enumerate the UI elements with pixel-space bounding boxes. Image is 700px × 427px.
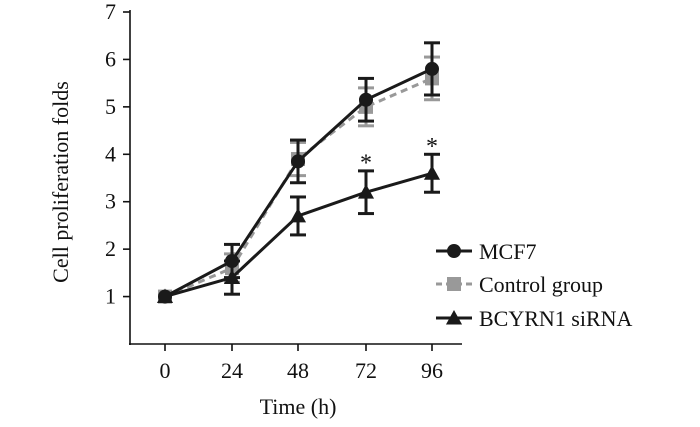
x-tick-label: 0 xyxy=(160,358,171,383)
data-point xyxy=(223,269,241,285)
y-tick-label: 6 xyxy=(105,46,116,71)
data-point xyxy=(156,288,174,304)
legend: MCF7 Control group BCYRN1 siRNA xyxy=(436,239,633,331)
y-tick-label: 3 xyxy=(105,189,116,214)
y-tick-label: 4 xyxy=(105,141,116,166)
x-tick-label: 72 xyxy=(355,358,377,383)
x-tick-label: 96 xyxy=(421,358,443,383)
annotations: ** xyxy=(360,134,438,177)
data-point xyxy=(357,184,375,199)
series-mcf7 xyxy=(158,41,440,304)
legend-marker xyxy=(447,277,461,291)
significance-marker: * xyxy=(360,151,372,177)
significance-marker: * xyxy=(426,134,438,160)
legend-label: Control group xyxy=(479,272,603,297)
data-point xyxy=(423,165,441,180)
legend-label: MCF7 xyxy=(479,239,536,264)
legend-item: BCYRN1 siRNA xyxy=(436,306,633,331)
series-line xyxy=(164,77,433,298)
series-layer xyxy=(156,41,441,304)
legend-item: Control group xyxy=(436,272,603,297)
x-tick-label: 48 xyxy=(287,358,309,383)
x-axis-title: Time (h) xyxy=(260,394,337,419)
legend-marker xyxy=(445,309,463,325)
legend-marker xyxy=(447,244,461,258)
x-tick-label: 24 xyxy=(221,358,243,383)
y-tick-label: 2 xyxy=(105,236,116,261)
data-point xyxy=(425,61,439,76)
y-tick-label: 5 xyxy=(105,94,116,119)
y-axis-title: Cell proliferation folds xyxy=(48,81,73,283)
legend-item: MCF7 xyxy=(436,239,536,264)
series-bcyrn1-sirna xyxy=(156,152,441,304)
y-tick-label: 1 xyxy=(105,284,116,309)
y-tick-label: 7 xyxy=(105,0,116,24)
data-point xyxy=(291,154,305,169)
data-point xyxy=(289,207,307,223)
axes: 1 2 3 4 5 6 7 0 24 48 72 96 xyxy=(105,0,462,383)
data-point xyxy=(359,92,373,107)
legend-label: BCYRN1 siRNA xyxy=(479,306,633,331)
